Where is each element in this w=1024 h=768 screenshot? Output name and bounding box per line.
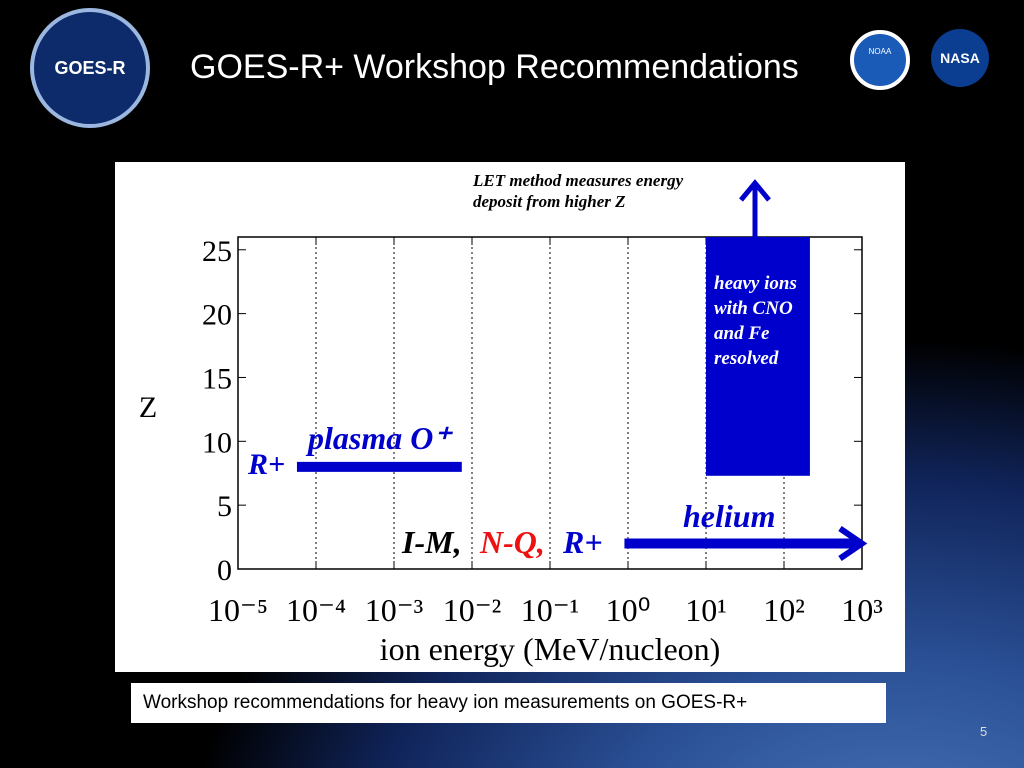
annotation: I-M,: [401, 524, 462, 560]
annotation: R+: [247, 448, 285, 481]
range-label: plasma O⁺: [305, 420, 453, 456]
annotation: R+: [562, 524, 603, 560]
annotation: LET method measures energy: [472, 171, 684, 190]
x-tick-label: 10⁻³: [365, 592, 423, 628]
y-axis-label: Z: [139, 391, 157, 424]
x-tick-label: 10⁻²: [443, 592, 501, 628]
logo-text: GOES-R: [54, 58, 125, 78]
y-tick-label: 20: [202, 299, 232, 332]
x-tick-label: 10²: [763, 592, 805, 628]
x-tick-label: 10⁻¹: [521, 592, 579, 628]
nasa-logo: NASA: [931, 29, 989, 87]
x-tick-label: 10⁻⁵: [208, 592, 268, 628]
y-tick-label: 5: [217, 490, 232, 523]
annotation: deposit from higher Z: [473, 192, 626, 211]
annotation: N-Q,: [479, 524, 545, 560]
logo-text: NASA: [940, 50, 980, 66]
x-tick-label: 10⁰: [606, 592, 651, 628]
arrow-head: [838, 525, 868, 561]
y-tick-label: 10: [202, 426, 232, 459]
x-axis-label: ion energy (MeV/nucleon): [380, 631, 721, 667]
noaa-logo: NOAA: [850, 30, 910, 90]
logo-text: NOAA: [869, 47, 892, 56]
x-tick-label: 10⁻⁴: [286, 592, 346, 628]
region: [706, 237, 810, 476]
x-tick-label: 10³: [841, 592, 883, 628]
region-label: with CNO: [714, 298, 793, 319]
range-label: helium: [683, 498, 775, 534]
plot-frame: [237, 236, 863, 570]
x-tick-label: 10¹: [685, 592, 727, 628]
page-number: 5: [980, 724, 988, 739]
region-label: and Fe: [714, 323, 770, 344]
region-label: resolved: [714, 348, 779, 369]
y-tick-label: 15: [202, 362, 232, 395]
let-arrow: [739, 179, 771, 237]
caption: Workshop recommendations for heavy ion m…: [131, 683, 886, 723]
region-label: heavy ions: [714, 273, 797, 294]
goes-logo: GOES-R: [30, 8, 150, 128]
y-tick-label: 0: [217, 554, 232, 587]
y-tick-label: 25: [202, 235, 232, 268]
slide-title: GOES-R+ Workshop Recommendations: [190, 48, 799, 86]
